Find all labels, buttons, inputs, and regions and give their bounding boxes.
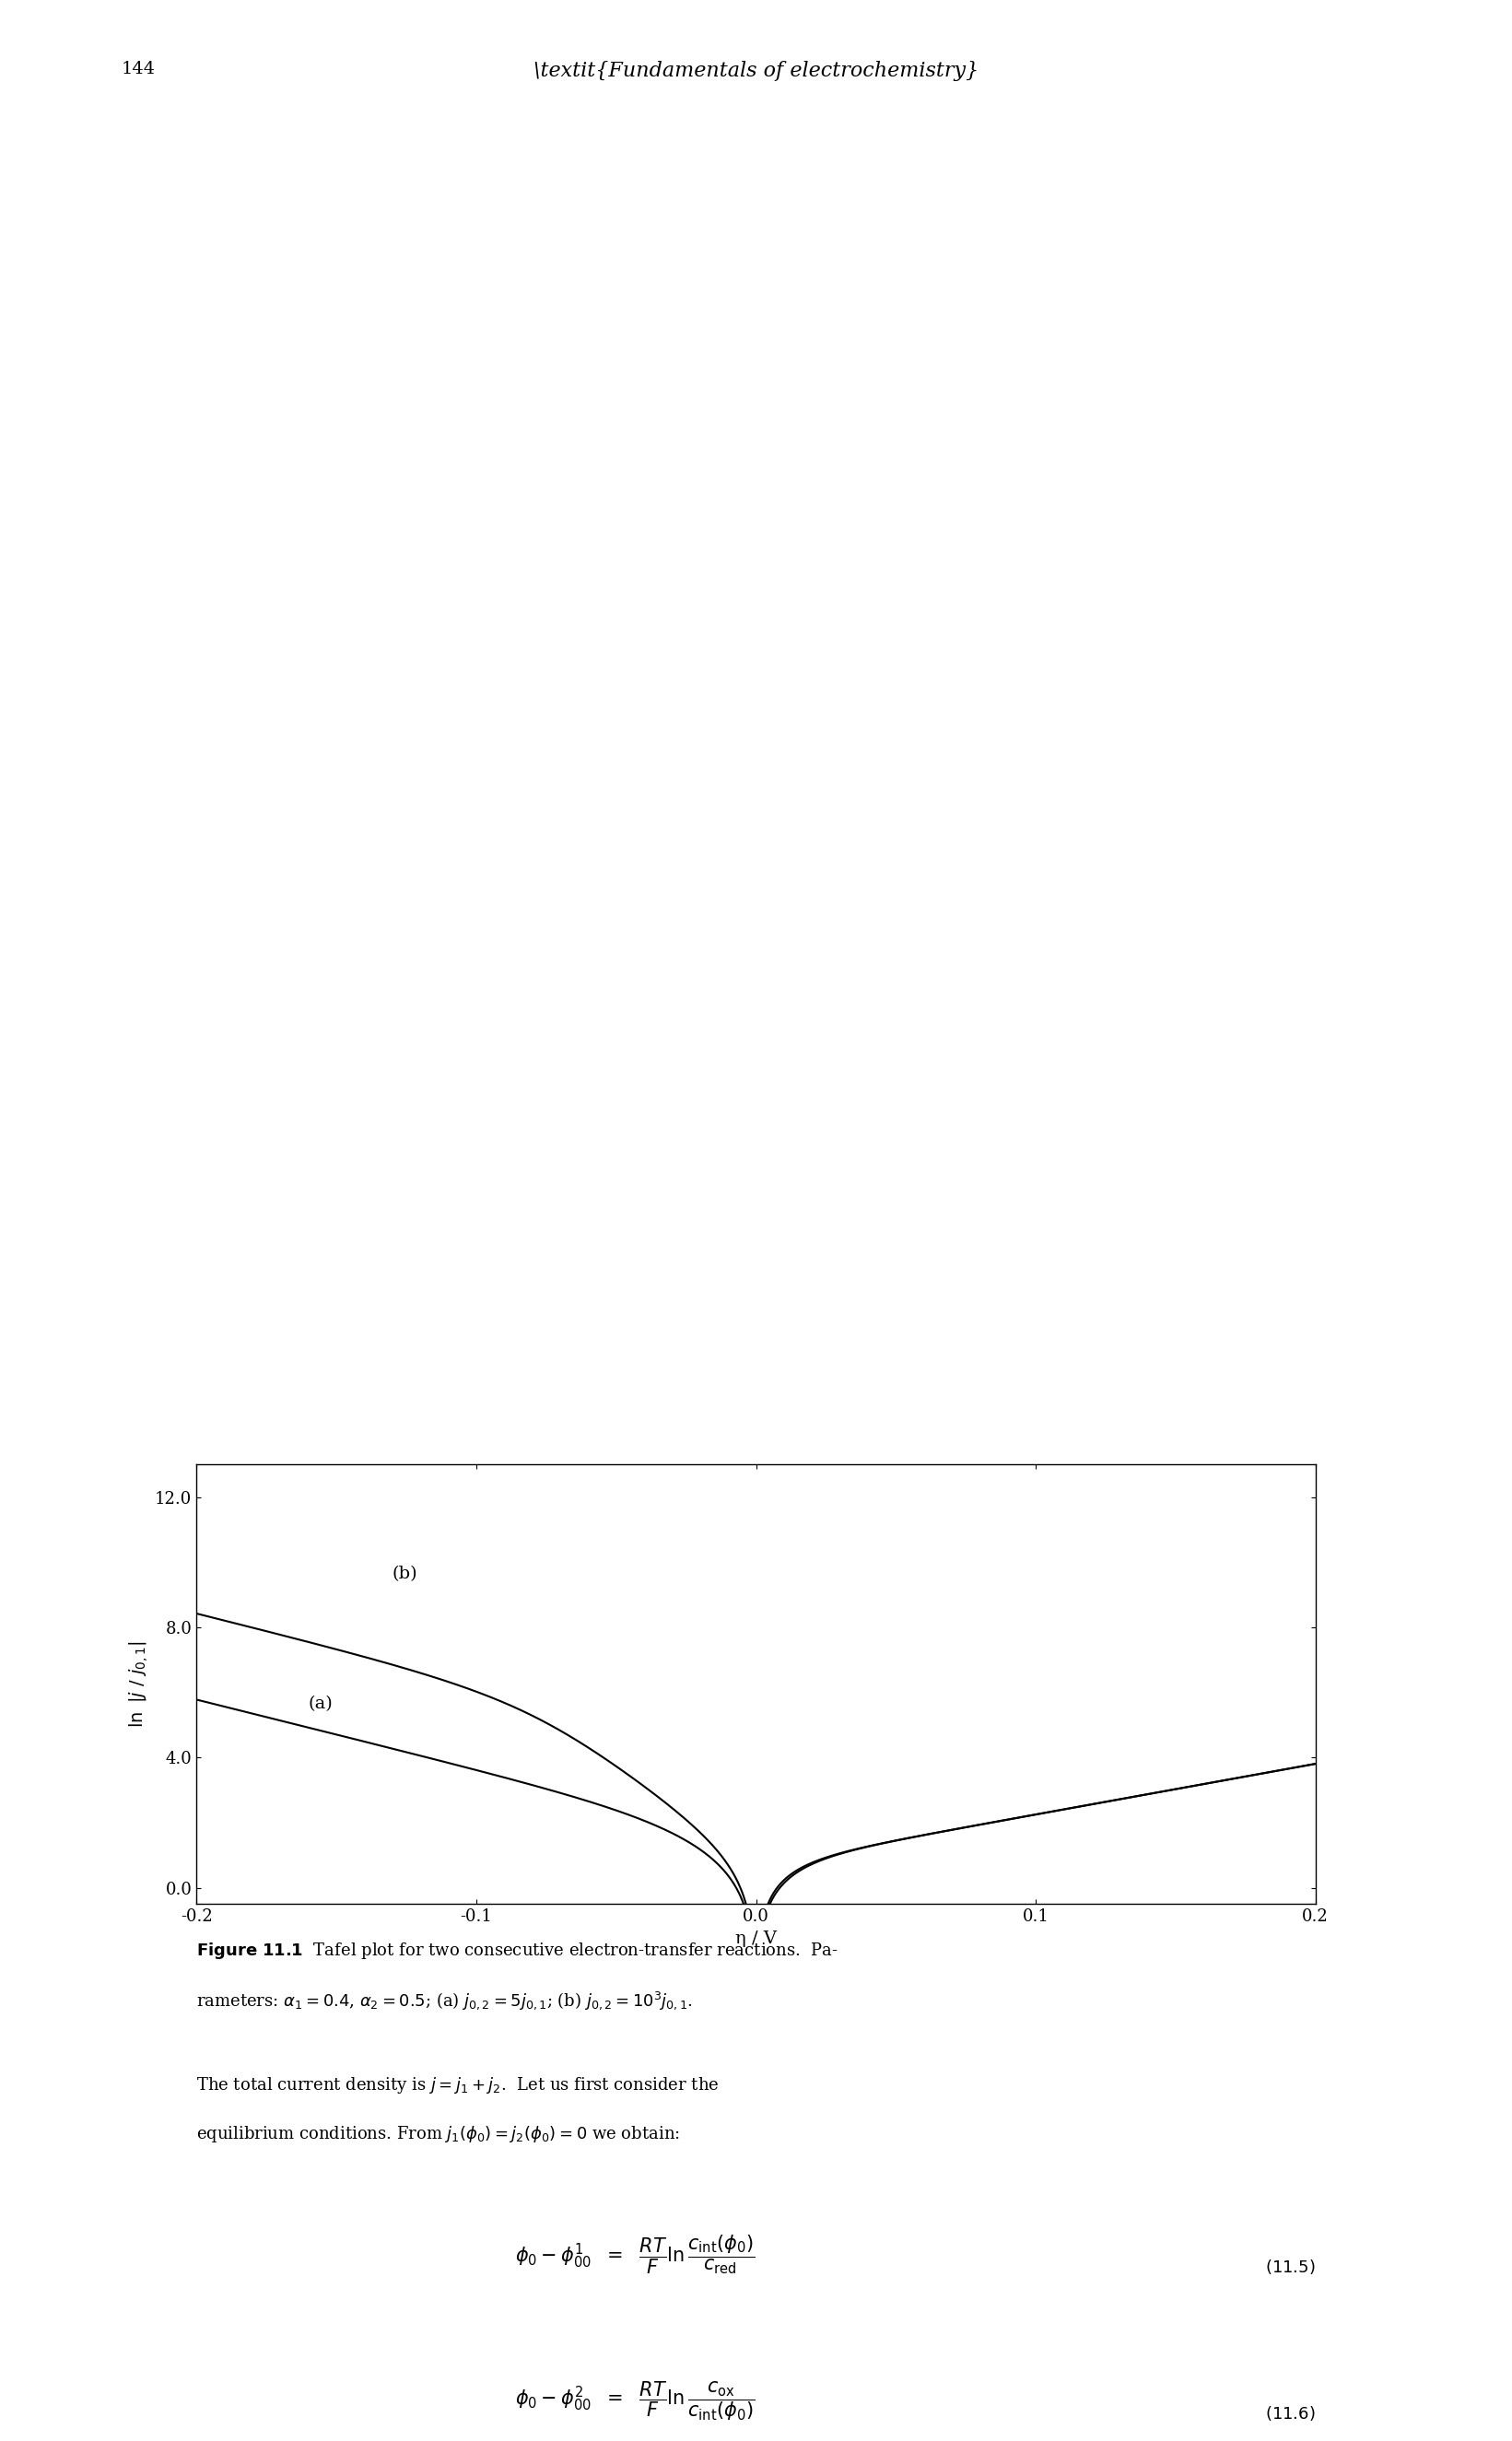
Text: (b): (b) bbox=[393, 1565, 417, 1582]
Text: 144: 144 bbox=[121, 61, 156, 78]
Text: The total current density is $j = j_1 + j_2$.  Let us first consider the: The total current density is $j = j_1 + … bbox=[197, 2075, 720, 2094]
Text: equilibrium conditions. From $j_1(\phi_0) = j_2(\phi_0) = 0$ we obtain:: equilibrium conditions. From $j_1(\phi_0… bbox=[197, 2124, 680, 2143]
Text: $(11.5)$: $(11.5)$ bbox=[1266, 2258, 1315, 2277]
Text: \textit{Fundamentals of electrochemistry}: \textit{Fundamentals of electrochemistry… bbox=[534, 61, 978, 81]
Text: $\mathbf{Figure\ 11.1}$  Tafel plot for two consecutive electron-transfer reacti: $\mathbf{Figure\ 11.1}$ Tafel plot for t… bbox=[197, 1941, 839, 1960]
Y-axis label: $\ln\ |j\ /\ j_{0,1}|$: $\ln\ |j\ /\ j_{0,1}|$ bbox=[127, 1640, 150, 1728]
Text: rameters: $\alpha_1 = 0.4$, $\alpha_2 = 0.5$; (a) $j_{0,2} = 5j_{0,1}$; (b) $j_{: rameters: $\alpha_1 = 0.4$, $\alpha_2 = … bbox=[197, 1989, 692, 2011]
Text: $\phi_0 - \phi_{00}^1\ \ =\ \ \dfrac{RT}{F}\ln\dfrac{c_{\mathrm{int}}(\phi_0)}{c: $\phi_0 - \phi_{00}^1\ \ =\ \ \dfrac{RT}… bbox=[516, 2234, 754, 2277]
Text: $(11.6)$: $(11.6)$ bbox=[1266, 2404, 1315, 2424]
Text: (a): (a) bbox=[308, 1696, 333, 1714]
Text: $\phi_0 - \phi_{00}^2\ \ =\ \ \dfrac{RT}{F}\ln\dfrac{c_{\mathrm{ox}}}{c_{\mathrm: $\phi_0 - \phi_{00}^2\ \ =\ \ \dfrac{RT}… bbox=[516, 2380, 754, 2424]
X-axis label: η / V: η / V bbox=[735, 1931, 777, 1948]
